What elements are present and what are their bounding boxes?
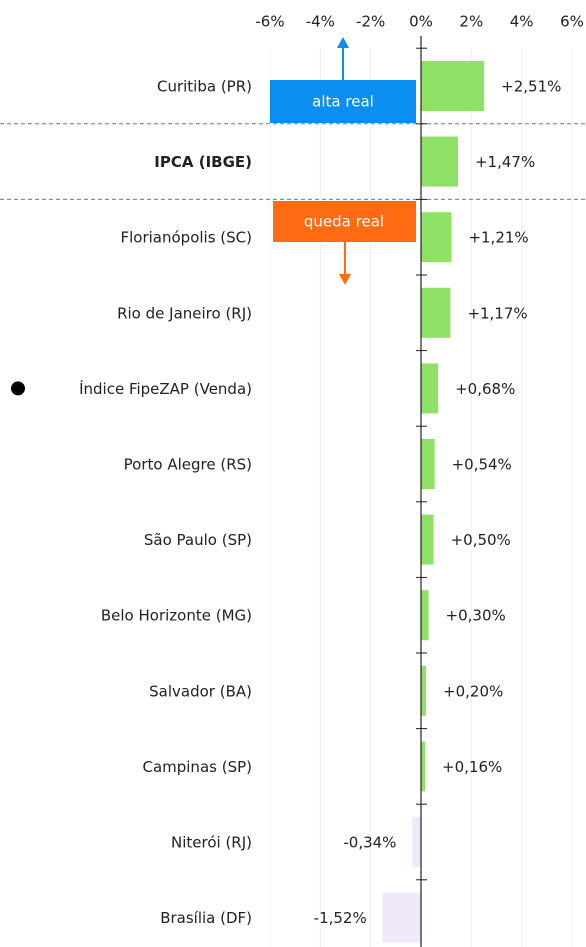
bar	[421, 741, 426, 792]
category-label: Índice FipeZAP (Venda)	[79, 379, 252, 398]
category-label: Curitiba (PR)	[157, 78, 252, 96]
annotation-box	[270, 80, 416, 123]
value-label: +0,54%	[452, 456, 512, 474]
arrow-head	[339, 274, 351, 285]
bar	[421, 665, 427, 716]
x-tick-label: -2%	[356, 13, 385, 31]
x-tick-label: 0%	[409, 13, 433, 31]
bar	[421, 212, 452, 263]
bar	[421, 287, 451, 338]
x-tick-label: -6%	[255, 13, 284, 31]
value-label: +0,68%	[455, 380, 515, 398]
category-label: Belo Horizonte (MG)	[101, 607, 252, 625]
category-label: Campinas (SP)	[142, 758, 252, 776]
category-label: Brasília (DF)	[160, 909, 252, 927]
value-label: -1,52%	[314, 909, 367, 927]
bullet	[11, 381, 25, 396]
value-label: +0,20%	[443, 682, 503, 700]
annotation-box	[273, 201, 416, 242]
bar	[421, 136, 458, 187]
value-label: +0,30%	[446, 607, 506, 625]
bar	[421, 439, 435, 489]
value-label: -0,34%	[343, 834, 396, 852]
arrow-head	[337, 37, 349, 48]
value-label: +0,50%	[451, 531, 511, 549]
category-label: Rio de Janeiro (RJ)	[117, 304, 252, 322]
value-label: +1,17%	[467, 304, 527, 322]
annotation-text: alta real	[312, 93, 374, 111]
value-label: +0,16%	[442, 758, 502, 776]
bar	[421, 514, 434, 565]
category-label: Florianópolis (SC)	[121, 229, 253, 247]
value-label: +2,51%	[501, 78, 561, 96]
category-label: Salvador (BA)	[149, 682, 252, 700]
bar	[421, 363, 439, 414]
x-tick-label: 4%	[510, 13, 534, 31]
category-label: Porto Alegre (RS)	[124, 456, 252, 474]
x-tick-label: 6%	[560, 13, 584, 31]
category-label: São Paulo (SP)	[144, 531, 252, 549]
bar	[412, 817, 421, 867]
category-label: IPCA (IBGE)	[154, 153, 252, 171]
bar	[382, 892, 421, 943]
x-tick-label: -4%	[306, 13, 335, 31]
value-label: +1,47%	[475, 153, 535, 171]
bar	[421, 61, 485, 111]
annotation-text: queda real	[304, 213, 384, 231]
x-tick-label: 2%	[459, 13, 483, 31]
category-label: Niterói (RJ)	[171, 834, 252, 852]
bar	[421, 590, 429, 641]
value-label: +1,21%	[468, 229, 528, 247]
